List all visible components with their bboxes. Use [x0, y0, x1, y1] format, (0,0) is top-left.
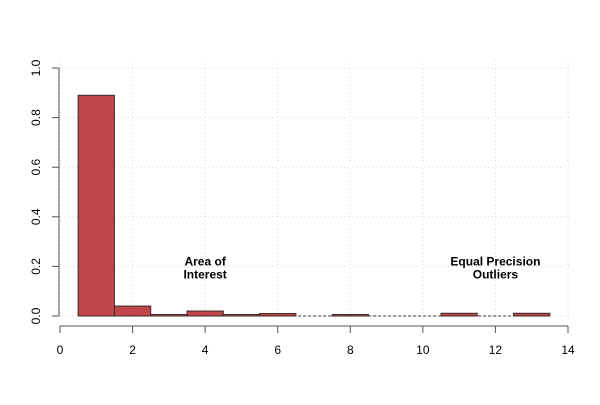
histogram-bar [186, 310, 224, 317]
histogram-bar [222, 314, 261, 317]
x-tick-label: 4 [202, 343, 209, 357]
x-tick-label: 12 [489, 343, 503, 357]
histogram-bar [259, 313, 297, 317]
x-axis: 0 2 4 6 8 10 12 14 [57, 325, 575, 357]
annotation-text: Equal Precision [450, 254, 540, 268]
x-tick-label: 10 [416, 343, 430, 357]
y-tick-label: 0.0 [29, 307, 43, 324]
histogram-bar [113, 305, 152, 317]
x-tick-label: 0 [57, 343, 64, 357]
y-tick-label: 0.2 [29, 258, 43, 275]
x-tick-label: 14 [561, 343, 575, 357]
annotation-text: Outliers [473, 267, 519, 281]
y-axis: 0.0 0.2 0.4 0.6 0.8 1.0 [29, 59, 60, 324]
x-tick-label: 2 [129, 343, 136, 357]
histogram-bar [440, 312, 478, 317]
histogram-bar [77, 94, 115, 317]
annotation-text: Area of [184, 254, 226, 268]
histogram-bar [513, 312, 551, 317]
y-tick-label: 1.0 [29, 59, 43, 76]
histogram-bar [331, 314, 369, 317]
histogram-bar [150, 314, 188, 317]
annotation-text: Interest [183, 267, 226, 281]
y-tick-label: 0.8 [29, 109, 43, 126]
x-tick-label: 6 [274, 343, 281, 357]
bars [77, 94, 551, 317]
y-tick-label: 0.6 [29, 159, 43, 176]
x-tick-label: 8 [347, 343, 354, 357]
y-tick-label: 0.4 [29, 208, 43, 225]
